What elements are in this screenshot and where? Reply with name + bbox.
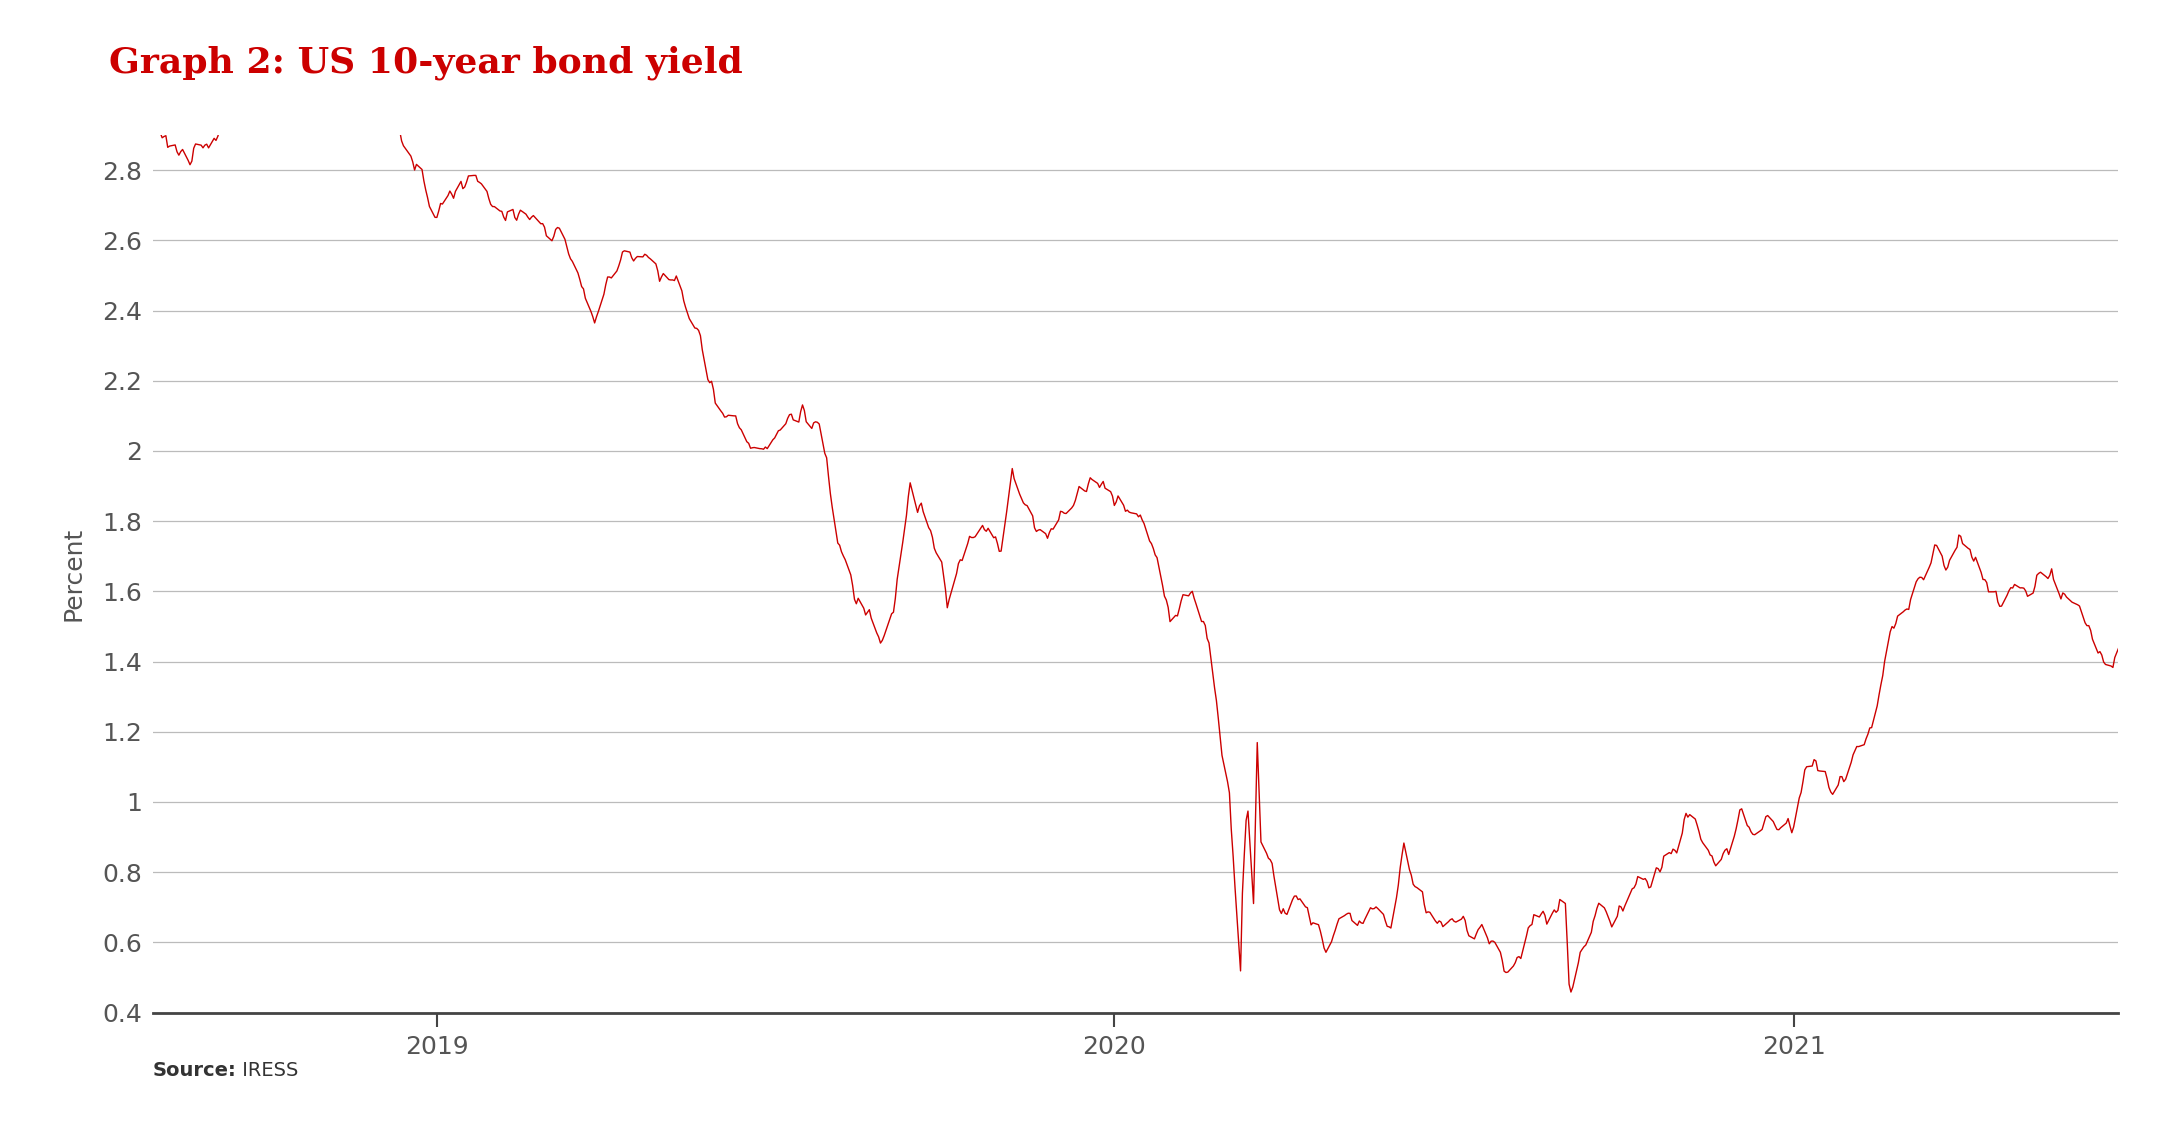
Y-axis label: Percent: Percent	[61, 526, 85, 621]
Text: Source:: Source:	[153, 1061, 236, 1080]
Text: Graph 2: US 10-year bond yield: Graph 2: US 10-year bond yield	[109, 45, 743, 80]
Text: IRESS: IRESS	[236, 1061, 299, 1080]
